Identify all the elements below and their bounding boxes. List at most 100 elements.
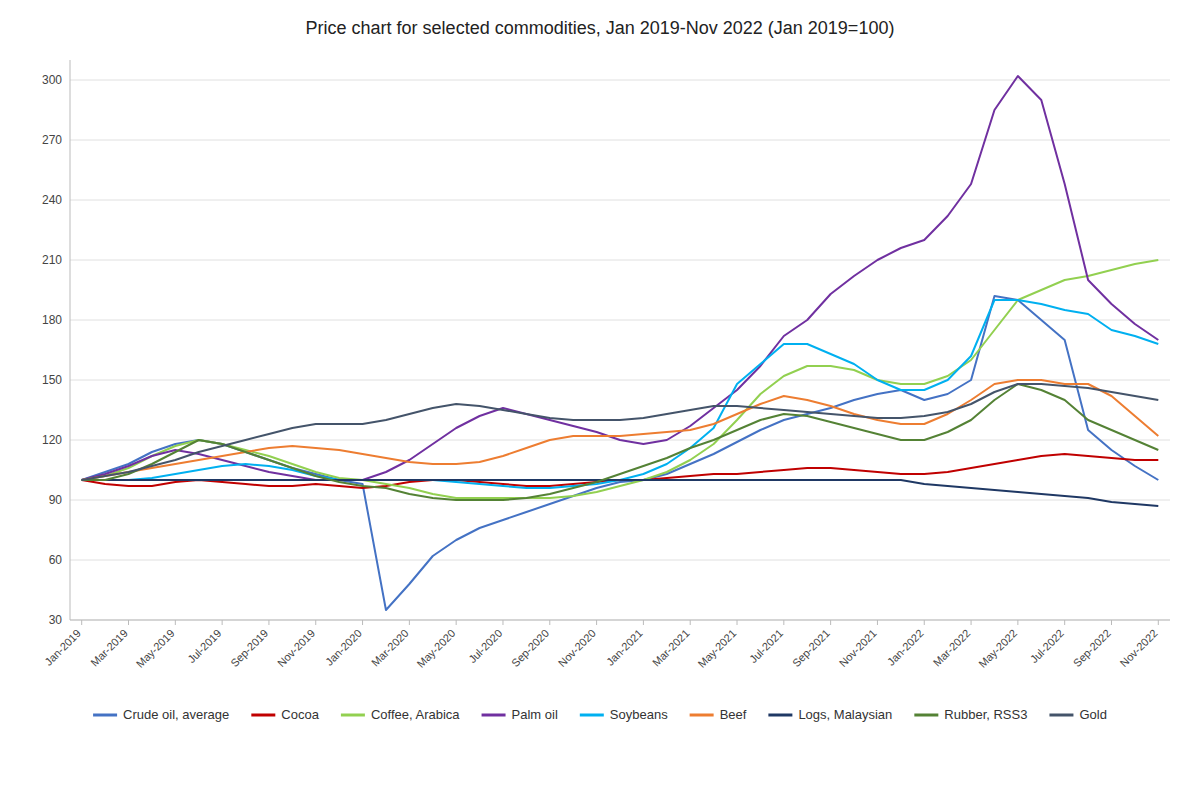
tick bbox=[502, 620, 503, 625]
tick bbox=[971, 620, 972, 625]
chart: Price chart for selected commodities, Ja… bbox=[0, 0, 1200, 800]
legend-swatch bbox=[93, 714, 117, 717]
legend-item: Cocoa bbox=[251, 707, 319, 722]
x-tick-label: Mar-2021 bbox=[650, 627, 692, 669]
x-tick-label: Nov-2020 bbox=[556, 627, 598, 669]
legend-label: Cocoa bbox=[281, 707, 319, 722]
x-tick-label: Jul-2022 bbox=[1028, 627, 1066, 665]
x-axis-line bbox=[70, 620, 1170, 621]
legend-swatch bbox=[690, 714, 714, 717]
legend: Crude oil, average Cocoa Coffee, Arabica Pa… bbox=[93, 707, 1107, 722]
legend-swatch bbox=[251, 714, 275, 717]
x-tick-label: May-2019 bbox=[134, 627, 177, 670]
legend-item: Soybeans bbox=[580, 707, 668, 722]
tick bbox=[737, 620, 738, 625]
legend-swatch bbox=[768, 714, 792, 717]
y-tick-label: 300 bbox=[42, 73, 62, 87]
tick bbox=[409, 620, 410, 625]
legend-label: Palm oil bbox=[512, 707, 558, 722]
legend-swatch bbox=[914, 714, 938, 717]
tick bbox=[362, 620, 363, 625]
legend-label: Rubber, RSS3 bbox=[944, 707, 1027, 722]
x-tick-label: Mar-2022 bbox=[931, 627, 973, 669]
tick bbox=[549, 620, 550, 625]
y-tick-label: 60 bbox=[49, 553, 63, 567]
x-tick-label: Jan-2022 bbox=[885, 627, 926, 668]
tick bbox=[175, 620, 176, 625]
y-tick-label: 120 bbox=[42, 433, 62, 447]
x-tick-label: Jan-2019 bbox=[42, 627, 83, 668]
y-tick-label: 150 bbox=[42, 373, 62, 387]
line bbox=[82, 76, 1159, 480]
y-tick-label: 210 bbox=[42, 253, 62, 267]
x-axis: Jan-2019Mar-2019May-2019Jul-2019Sep-2019… bbox=[42, 620, 1170, 670]
grid-line bbox=[70, 620, 1170, 621]
legend-item: Logs, Malaysian bbox=[768, 707, 892, 722]
tick bbox=[877, 620, 878, 625]
x-tick-label: Sep-2022 bbox=[1071, 627, 1113, 669]
legend-item: Crude oil, average bbox=[93, 707, 229, 722]
tick bbox=[268, 620, 269, 625]
legend-label: Coffee, Arabica bbox=[371, 707, 460, 722]
x-tick-label: Mar-2019 bbox=[88, 627, 130, 669]
legend-label: Crude oil, average bbox=[123, 707, 229, 722]
tick bbox=[315, 620, 316, 625]
x-tick-label: Jul-2020 bbox=[466, 627, 504, 665]
legend-label: Gold bbox=[1079, 707, 1106, 722]
x-tick-label: Mar-2020 bbox=[369, 627, 411, 669]
tick bbox=[643, 620, 644, 625]
y-tick-label: 180 bbox=[42, 313, 62, 327]
grid-line bbox=[70, 80, 1170, 81]
x-tick-label: May-2020 bbox=[415, 627, 458, 670]
y-tick-label: 270 bbox=[42, 133, 62, 147]
x-tick-label: Jul-2021 bbox=[747, 627, 785, 665]
x-tick-label: Jan-2021 bbox=[604, 627, 645, 668]
x-tick-label: Jan-2020 bbox=[323, 627, 364, 668]
grid-line bbox=[70, 140, 1170, 141]
tick bbox=[1064, 620, 1065, 625]
legend-swatch bbox=[580, 714, 604, 717]
grid-line bbox=[70, 560, 1170, 561]
tick bbox=[783, 620, 784, 625]
tick bbox=[924, 620, 925, 625]
x-tick-label: Nov-2019 bbox=[275, 627, 317, 669]
y-axis: 30 60 90 120 150 180 210 240 270 300 bbox=[42, 60, 1170, 627]
legend-item: Gold bbox=[1049, 707, 1106, 722]
y-tick-label: 90 bbox=[49, 493, 63, 507]
x-tick-label: May-2022 bbox=[976, 627, 1019, 670]
x-tick-label: May-2021 bbox=[695, 627, 738, 670]
y-tick-label: 30 bbox=[49, 613, 63, 627]
line bbox=[82, 384, 1159, 500]
tick bbox=[81, 620, 82, 625]
line bbox=[82, 454, 1159, 488]
x-tick-label: Sep-2020 bbox=[509, 627, 551, 669]
plot-area bbox=[82, 76, 1159, 610]
tick bbox=[690, 620, 691, 625]
line bbox=[82, 480, 1159, 506]
y-axis-line bbox=[70, 60, 71, 620]
legend-item: Coffee, Arabica bbox=[341, 707, 460, 722]
legend-label: Soybeans bbox=[610, 707, 668, 722]
y-tick-label: 240 bbox=[42, 193, 62, 207]
legend-swatch bbox=[341, 714, 365, 717]
line bbox=[82, 296, 1159, 610]
x-tick-label: Sep-2021 bbox=[790, 627, 832, 669]
tick bbox=[830, 620, 831, 625]
x-tick-label: Jul-2019 bbox=[185, 627, 223, 665]
legend-item: Palm oil bbox=[482, 707, 558, 722]
line bbox=[82, 384, 1159, 480]
x-tick-label: Nov-2022 bbox=[1117, 627, 1159, 669]
tick bbox=[456, 620, 457, 625]
line bbox=[82, 260, 1159, 498]
x-tick-label: Sep-2019 bbox=[228, 627, 270, 669]
line bbox=[82, 300, 1159, 488]
legend-swatch bbox=[1049, 714, 1073, 717]
legend-swatch bbox=[482, 714, 506, 717]
tick bbox=[596, 620, 597, 625]
line bbox=[82, 380, 1159, 480]
tick bbox=[128, 620, 129, 625]
tick bbox=[222, 620, 223, 625]
title: Price chart for selected commodities, Ja… bbox=[306, 18, 895, 38]
tick bbox=[1158, 620, 1159, 625]
legend-label: Logs, Malaysian bbox=[798, 707, 892, 722]
